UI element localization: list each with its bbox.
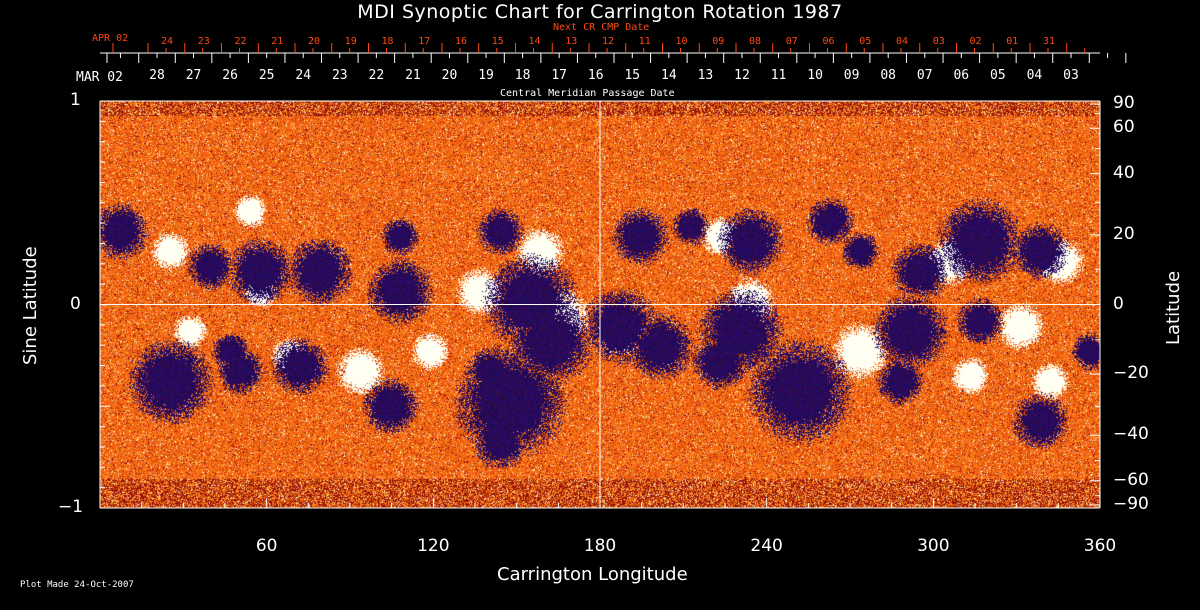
next-cr-date-label: 20 xyxy=(307,36,321,47)
next-cr-date-label: 03 xyxy=(932,36,945,47)
next-cr-date-label: 18 xyxy=(381,36,394,47)
plot-made-footer: Plot Made 24-Oct-2007 xyxy=(20,580,134,590)
cmp-date-label: 06 xyxy=(953,68,970,83)
x-tick-label: 300 xyxy=(917,536,950,556)
next-cr-date-label: 10 xyxy=(675,36,688,47)
cmp-date-label: 28 xyxy=(149,68,165,83)
next-cr-date-label: 05 xyxy=(859,36,872,47)
cmp-date-label: 15 xyxy=(624,68,641,83)
cmp-date-label: 13 xyxy=(697,68,714,83)
next-cr-date-label: 02 xyxy=(969,36,982,47)
cmp-date-label: 18 xyxy=(514,68,531,83)
cmp-date-label: 17 xyxy=(551,68,567,83)
next-cr-date-label: 04 xyxy=(895,36,909,47)
cmp-date-label: 25 xyxy=(258,68,275,83)
cmp-date-label: 08 xyxy=(880,68,897,83)
top-axis-label: Central Meridian Passage Date xyxy=(500,88,675,99)
next-cr-label: Next CR CMP Date xyxy=(553,22,650,33)
y-right-tick-label: 0 xyxy=(1113,293,1124,314)
cmp-date-label: 16 xyxy=(587,68,604,83)
cmp-date-label: 10 xyxy=(807,68,823,83)
y-right-tick-label: 90 xyxy=(1113,93,1135,113)
y-right-tick-label: 60 xyxy=(1113,117,1135,138)
next-cr-date-label: 14 xyxy=(528,36,541,47)
y-right-tick-label: 20 xyxy=(1113,223,1135,244)
x-tick-label: 240 xyxy=(750,536,783,556)
next-cr-start: APR 02 xyxy=(92,33,129,44)
cmp-date-label: 22 xyxy=(368,68,385,83)
next-cr-date-label: 09 xyxy=(712,36,725,47)
next-cr-date-label: 22 xyxy=(234,36,247,47)
cmp-date-label: 11 xyxy=(770,68,787,83)
cmp-date-label: 04 xyxy=(1026,68,1043,83)
chart-title: MDI Synoptic Chart for Carrington Rotati… xyxy=(357,1,843,23)
next-cr-date-label: 19 xyxy=(344,36,357,47)
cmp-date-label: 20 xyxy=(441,68,458,83)
next-cr-date-label: 06 xyxy=(822,36,835,47)
next-cr-date-label: 17 xyxy=(418,36,431,47)
y-left-tick-label: 1 xyxy=(70,90,81,110)
y-left-tick-label: −1 xyxy=(58,497,84,517)
y-axis-label-left: Sine Latitude xyxy=(20,246,41,365)
cmp-date-label: 09 xyxy=(843,68,860,83)
cmp-date-label: 19 xyxy=(478,68,494,83)
x-axis-label: Carrington Longitude xyxy=(497,564,688,585)
cmp-date-label: 12 xyxy=(734,68,750,83)
next-cr-date-label: 11 xyxy=(638,36,651,47)
y-right-tick-label: −40 xyxy=(1113,424,1149,445)
next-cr-date-label: 13 xyxy=(565,36,578,47)
cmp-date-label: 03 xyxy=(1063,68,1079,83)
cmp-date-label: 21 xyxy=(405,68,421,83)
next-cr-date-label: 21 xyxy=(271,36,284,47)
y-axis-label-right: Latitude xyxy=(1163,270,1184,345)
x-tick-label: 60 xyxy=(255,536,278,556)
y-right-tick-label: −60 xyxy=(1113,469,1149,490)
y-right-tick-label: −20 xyxy=(1113,363,1149,384)
cmp-date-label: 07 xyxy=(916,68,933,83)
cmp-date-label: 27 xyxy=(185,68,202,83)
next-cr-date-label: 01 xyxy=(1006,36,1019,47)
next-cr-date-label: 31 xyxy=(1042,36,1056,47)
next-cr-date-label: 16 xyxy=(454,36,468,47)
next-cr-date-label: 12 xyxy=(601,36,615,47)
cmp-date-label: 23 xyxy=(331,68,348,83)
top-axis-start: MAR 02 xyxy=(76,70,123,85)
x-tick-label: 120 xyxy=(417,536,450,556)
x-tick-label: 180 xyxy=(583,536,617,556)
x-tick-label: 360 xyxy=(1083,536,1117,556)
next-cr-date-label: 07 xyxy=(785,36,798,47)
cmp-date-label: 24 xyxy=(295,68,312,83)
y-left-tick-label: 0 xyxy=(70,293,81,314)
y-right-tick-label: −90 xyxy=(1113,494,1149,514)
next-cr-date-label: 15 xyxy=(491,36,504,47)
cmp-date-label: 05 xyxy=(990,68,1006,83)
next-cr-date-label: 24 xyxy=(160,36,174,47)
y-right-tick-label: 40 xyxy=(1113,162,1135,183)
next-cr-date-label: 08 xyxy=(748,36,762,47)
cmp-date-label: 26 xyxy=(222,68,238,83)
cmp-date-label: 14 xyxy=(661,68,677,83)
next-cr-date-label: 23 xyxy=(197,36,210,47)
